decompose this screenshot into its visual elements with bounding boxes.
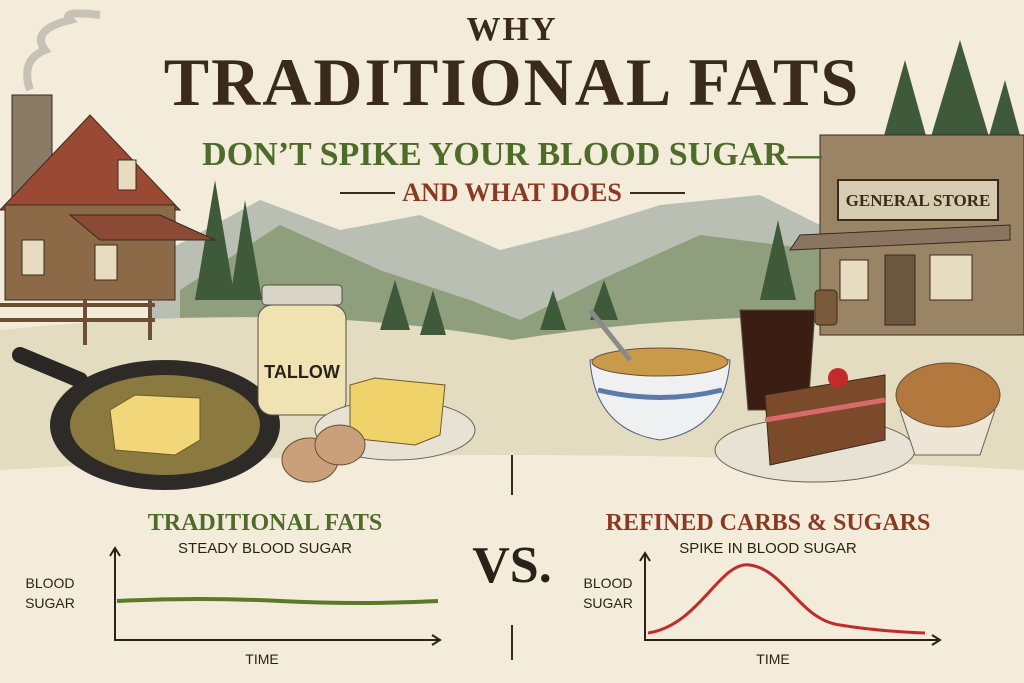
general-store: GENERAL STORE bbox=[789, 134, 1024, 336]
right-y-label: BLOOD bbox=[583, 575, 632, 591]
jar-label: TALLOW bbox=[264, 362, 340, 382]
right-axes bbox=[644, 555, 940, 641]
tagline: AND WHAT DOES bbox=[402, 178, 622, 207]
muffin-top bbox=[895, 362, 1001, 428]
left-axes bbox=[114, 550, 440, 641]
title: TRADITIONAL FATS bbox=[164, 44, 860, 120]
axis-arrows bbox=[109, 546, 442, 646]
right-x-label: TIME bbox=[756, 651, 789, 667]
vs: VS. bbox=[472, 537, 551, 594]
cabin bbox=[0, 9, 216, 345]
paper-lower bbox=[0, 455, 1024, 683]
cake-filling bbox=[764, 397, 886, 423]
spike-curve bbox=[647, 563, 926, 635]
kicker: WHY bbox=[467, 11, 558, 48]
store-sign: GENERAL STORE bbox=[846, 191, 991, 210]
left-heading: TRADITIONAL FATS bbox=[148, 510, 383, 536]
axis-arrows bbox=[639, 551, 942, 646]
left-y-label: SUGAR bbox=[25, 595, 75, 611]
tallow-jar: TALLOW bbox=[257, 284, 347, 416]
cherry bbox=[828, 368, 848, 388]
left-x-label: TIME bbox=[245, 651, 278, 667]
left-caption: STEADY BLOOD SUGAR bbox=[178, 540, 352, 557]
egg bbox=[314, 424, 366, 466]
trees bbox=[195, 40, 1024, 335]
steady-curve bbox=[116, 597, 439, 605]
cereal-bowl bbox=[588, 308, 731, 441]
right-heading: REFINED CARBS & SUGARS bbox=[606, 510, 931, 536]
right-caption: SPIKE IN BLOOD SUGAR bbox=[679, 540, 857, 557]
subtitle: DON’T SPIKE YOUR BLOOD SUGAR— bbox=[202, 136, 823, 173]
skillet bbox=[12, 347, 280, 490]
right-y-label: SUGAR bbox=[583, 595, 633, 611]
left-y-label: BLOOD bbox=[25, 575, 74, 591]
near-hills bbox=[180, 225, 840, 340]
butter bbox=[349, 377, 446, 446]
